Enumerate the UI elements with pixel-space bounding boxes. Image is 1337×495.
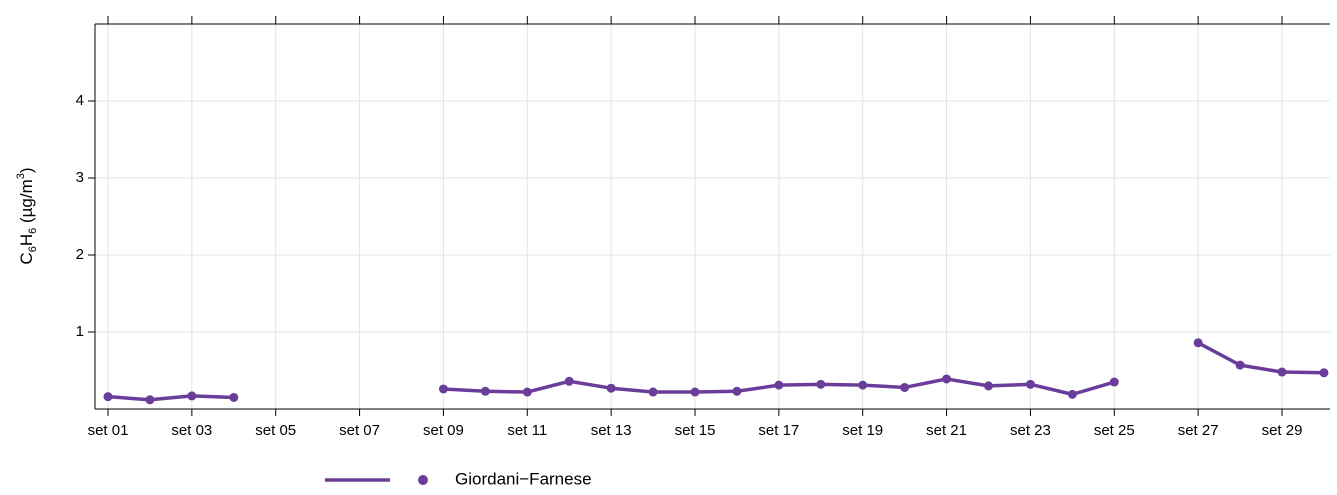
x-tick-label: set 11 — [507, 422, 547, 439]
x-tick-label: set 13 — [591, 422, 632, 439]
point — [103, 392, 113, 402]
point — [145, 395, 155, 405]
point — [732, 386, 742, 396]
point — [942, 374, 952, 384]
point — [1109, 377, 1119, 387]
point — [816, 379, 826, 389]
point — [480, 386, 490, 396]
legend-label: Giordani−Farnese — [455, 469, 592, 488]
x-tick-label: set 07 — [339, 422, 380, 439]
legend-dot — [418, 475, 428, 485]
point — [858, 380, 868, 390]
x-tick-label: set 15 — [675, 422, 716, 439]
y-tick-label: 3 — [76, 169, 84, 186]
point — [564, 376, 574, 386]
x-tick-label: set 03 — [171, 422, 212, 439]
point — [187, 391, 197, 401]
point — [900, 382, 910, 392]
point — [1025, 379, 1035, 389]
point — [690, 387, 700, 397]
x-tick-label: set 01 — [88, 422, 129, 439]
x-tick-label: set 19 — [842, 422, 883, 439]
point — [522, 387, 532, 397]
x-tick-label: set 29 — [1262, 422, 1303, 439]
x-tick-label: set 05 — [255, 422, 296, 439]
line — [107, 394, 234, 402]
point — [984, 381, 993, 391]
point — [229, 392, 239, 402]
point — [1277, 367, 1287, 377]
point — [1067, 389, 1077, 399]
line — [1197, 341, 1324, 375]
y-axis-label: C6H6 (µg/m3) — [15, 167, 39, 264]
y-tick-label: 1 — [76, 323, 84, 340]
x-tick-label: set 27 — [1178, 422, 1219, 439]
x-tick-label: set 25 — [1094, 422, 1135, 439]
x-tick-label: set 17 — [758, 422, 799, 439]
point — [606, 383, 616, 393]
point — [774, 380, 784, 390]
point — [438, 384, 448, 394]
y-tick-label: 2 — [76, 246, 84, 263]
point — [1193, 338, 1203, 348]
point — [1235, 360, 1245, 370]
x-tick-label: set 09 — [423, 422, 464, 439]
x-tick-label: set 21 — [926, 422, 967, 439]
point — [648, 387, 658, 397]
y-tick-label: 4 — [76, 92, 84, 109]
point — [1319, 368, 1329, 378]
x-tick-label: set 23 — [1010, 422, 1051, 439]
